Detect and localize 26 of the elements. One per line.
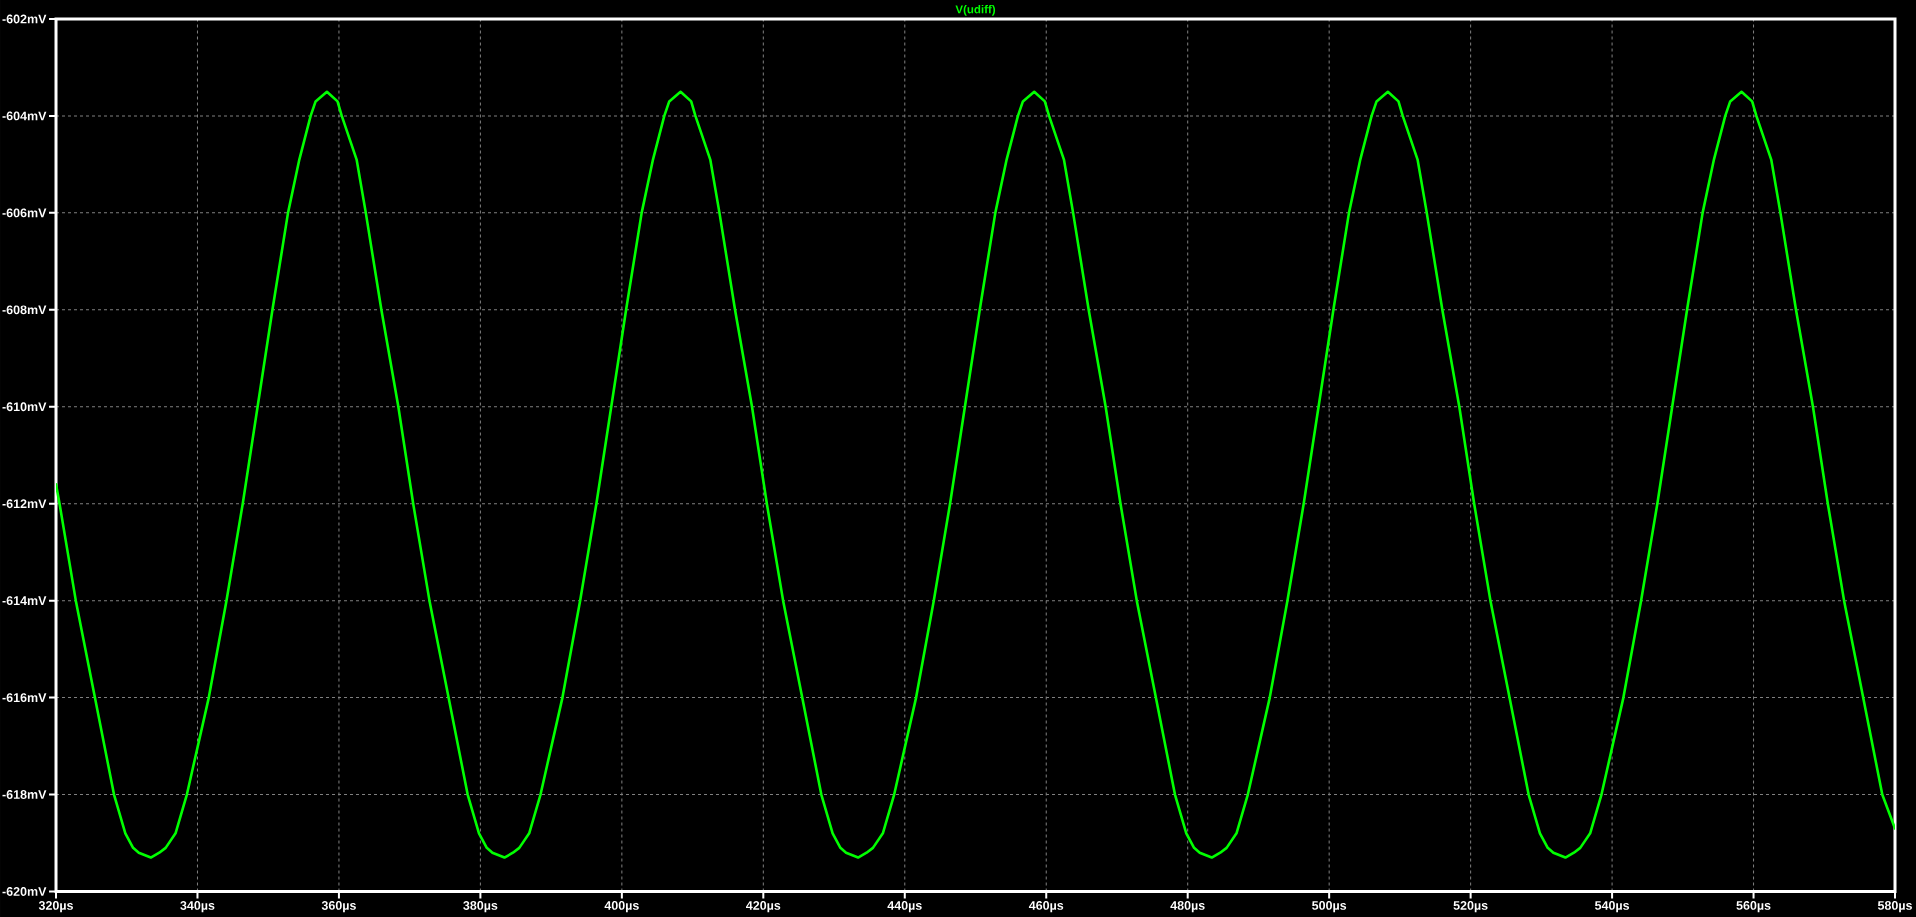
y-tick-label: -610mV xyxy=(2,402,47,412)
text: V(udiff) xyxy=(955,4,996,16)
x-tick-label: 380µs xyxy=(463,901,498,913)
x-tick-label: 460µs xyxy=(1028,901,1064,913)
x-tick-label: 480µs xyxy=(1170,901,1205,913)
x-tick-label: 540µs xyxy=(1594,901,1630,913)
x-tick-label: 360µs xyxy=(321,901,356,913)
x-tick-label: 340µs xyxy=(180,901,215,913)
y-tick-label: -616mV xyxy=(2,693,47,703)
line-series xyxy=(56,90,1896,859)
y-tick-label: -604mV xyxy=(2,111,47,121)
x-tick-label: 520µs xyxy=(1453,901,1488,913)
y-tick-label: -618mV xyxy=(2,790,47,799)
y-tick-label: -602mV xyxy=(2,14,47,24)
y-tick-label: -620mV xyxy=(2,887,47,896)
x-tick-label: 440µs xyxy=(887,901,922,913)
y-tick-label: -606mV xyxy=(2,208,47,218)
y-tick-label: -612mV xyxy=(2,499,47,509)
y-tick-label: -614mV xyxy=(2,596,47,606)
x-tick-label: 500µs xyxy=(1312,901,1347,913)
x-tick-label: 420µs xyxy=(746,901,781,913)
x-tick-label: 560µs xyxy=(1736,901,1771,913)
x-tick-label: 320µs xyxy=(38,901,73,913)
x-tick-label: 400µs xyxy=(604,901,639,913)
x-tick-label: 580µs xyxy=(1877,901,1912,913)
y-tick-label: -608mV xyxy=(2,305,47,315)
